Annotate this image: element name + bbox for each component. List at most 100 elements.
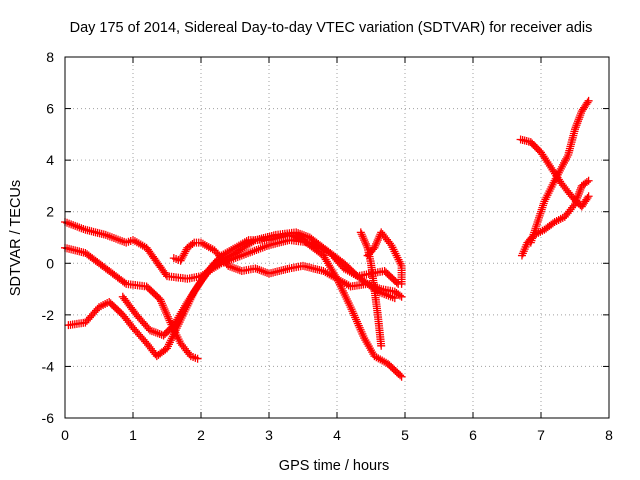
data-point-track-b bbox=[163, 310, 171, 319]
data-point-track-f bbox=[357, 230, 366, 239]
axis-ticks: 0 1 2 3 4 5 6 7 8 -6 -4 -2 0 2 4 6 8 bbox=[42, 49, 614, 443]
x-tick-label: 2 bbox=[197, 427, 205, 443]
data-point-track-d bbox=[249, 237, 258, 246]
data-point-track-e bbox=[181, 247, 190, 256]
data-point-track-c bbox=[360, 334, 369, 343]
data-point-track-f bbox=[358, 232, 367, 241]
data-point-track-e bbox=[397, 292, 406, 301]
data-point-track-j bbox=[563, 152, 572, 161]
data-point-track-j bbox=[534, 213, 543, 222]
data-point-track-j bbox=[532, 222, 541, 231]
data-point-track-d bbox=[147, 327, 156, 336]
data-point-track-c bbox=[365, 344, 374, 353]
data-point-track-d bbox=[392, 278, 401, 287]
x-tick-label: 0 bbox=[61, 427, 69, 443]
data-point-track-f bbox=[361, 238, 370, 247]
data-point-track-e bbox=[228, 263, 237, 272]
data-point-track-e bbox=[177, 254, 186, 263]
data-point-track-c bbox=[397, 372, 406, 381]
data-point-track-g bbox=[370, 243, 379, 252]
data-point-track-d bbox=[299, 231, 308, 240]
data-point-track-j bbox=[537, 207, 545, 216]
x-tick-label: 4 bbox=[333, 427, 341, 443]
data-point-track-f bbox=[360, 236, 369, 245]
x-tick-label: 1 bbox=[129, 427, 137, 443]
data-point-track-b bbox=[163, 312, 172, 321]
data-point-track-f bbox=[362, 241, 371, 250]
data-point-track-e bbox=[176, 256, 185, 265]
data-point-track-j bbox=[574, 117, 583, 126]
data-point-track-c bbox=[363, 340, 372, 349]
data-point-track-d bbox=[149, 327, 158, 336]
data-point-track-b bbox=[159, 303, 168, 312]
data-point-track-j bbox=[584, 96, 593, 105]
data-point-track-i bbox=[573, 193, 582, 202]
data-point-track-j bbox=[577, 109, 586, 118]
data-point-track-i bbox=[571, 197, 580, 206]
y-tick-label: 2 bbox=[46, 204, 54, 220]
data-point-track-b bbox=[164, 314, 173, 323]
x-tick-label: 3 bbox=[265, 427, 273, 443]
data-point-track-g bbox=[373, 236, 382, 245]
y-tick-label: 8 bbox=[46, 49, 54, 65]
data-point-track-i bbox=[574, 191, 583, 200]
data-point-track-g bbox=[372, 238, 381, 247]
data-point-track-e bbox=[375, 284, 384, 293]
data-point-track-d bbox=[301, 232, 310, 241]
data-point-track-e bbox=[257, 266, 266, 275]
data-point-track-g bbox=[372, 239, 381, 248]
data-point-track-i bbox=[576, 185, 585, 194]
chart-title: Day 175 of 2014, Sidereal Day-to-day VTE… bbox=[70, 20, 593, 36]
data-point-track-j bbox=[575, 113, 584, 122]
y-tick-label: 0 bbox=[46, 255, 54, 271]
data-point-track-g bbox=[374, 234, 383, 243]
data-point-track-b bbox=[161, 306, 170, 315]
data-point-track-c bbox=[368, 348, 377, 357]
data-point-track-g bbox=[397, 279, 406, 288]
data-point-track-j bbox=[537, 205, 546, 214]
data-point-track-j bbox=[535, 211, 544, 220]
data-point-track-e bbox=[251, 264, 260, 273]
data-point-track-b bbox=[157, 297, 166, 306]
data-point-track-j bbox=[571, 125, 579, 134]
data-point-track-i bbox=[575, 187, 584, 196]
x-tick-label: 7 bbox=[537, 427, 545, 443]
data-point-track-d bbox=[157, 330, 166, 339]
data-point-track-c bbox=[295, 234, 304, 243]
data-point-track-c bbox=[293, 233, 302, 242]
data-point-track-h bbox=[584, 192, 593, 201]
data-point-track-j bbox=[574, 115, 583, 124]
data-point-track-e bbox=[231, 264, 240, 273]
data-point-track-j bbox=[538, 203, 547, 212]
data-point-track-j bbox=[583, 98, 592, 107]
data-point-track-g bbox=[371, 241, 380, 250]
data-point-track-d bbox=[153, 329, 162, 338]
data-point-track-e bbox=[259, 267, 268, 276]
data-point-track-e bbox=[178, 253, 187, 262]
data-point-track-d bbox=[146, 326, 154, 335]
data-point-track-b bbox=[162, 308, 171, 317]
data-points bbox=[61, 96, 593, 381]
data-point-track-e bbox=[363, 279, 372, 288]
data-point-track-e bbox=[255, 265, 264, 274]
data-point-track-i bbox=[571, 199, 579, 208]
data-point-track-e bbox=[261, 268, 270, 277]
data-point-track-b bbox=[193, 354, 202, 363]
x-tick-label: 5 bbox=[401, 427, 409, 443]
y-axis-label: SDTVAR / TECUs bbox=[8, 180, 24, 296]
data-point-track-j bbox=[576, 111, 585, 120]
data-point-track-b bbox=[156, 295, 165, 304]
y-tick-label: -4 bbox=[42, 358, 55, 374]
y-tick-label: -6 bbox=[42, 410, 55, 426]
data-point-track-d bbox=[294, 229, 303, 238]
data-point-track-c bbox=[291, 233, 300, 242]
data-point-track-j bbox=[536, 209, 545, 218]
data-point-track-c bbox=[367, 346, 375, 355]
data-point-track-j bbox=[532, 220, 541, 229]
data-point-track-i bbox=[582, 178, 591, 187]
data-point-track-j bbox=[572, 121, 581, 130]
data-point-track-i bbox=[584, 176, 593, 185]
data-point-track-c bbox=[364, 342, 373, 351]
data-point-track-b bbox=[157, 299, 166, 308]
